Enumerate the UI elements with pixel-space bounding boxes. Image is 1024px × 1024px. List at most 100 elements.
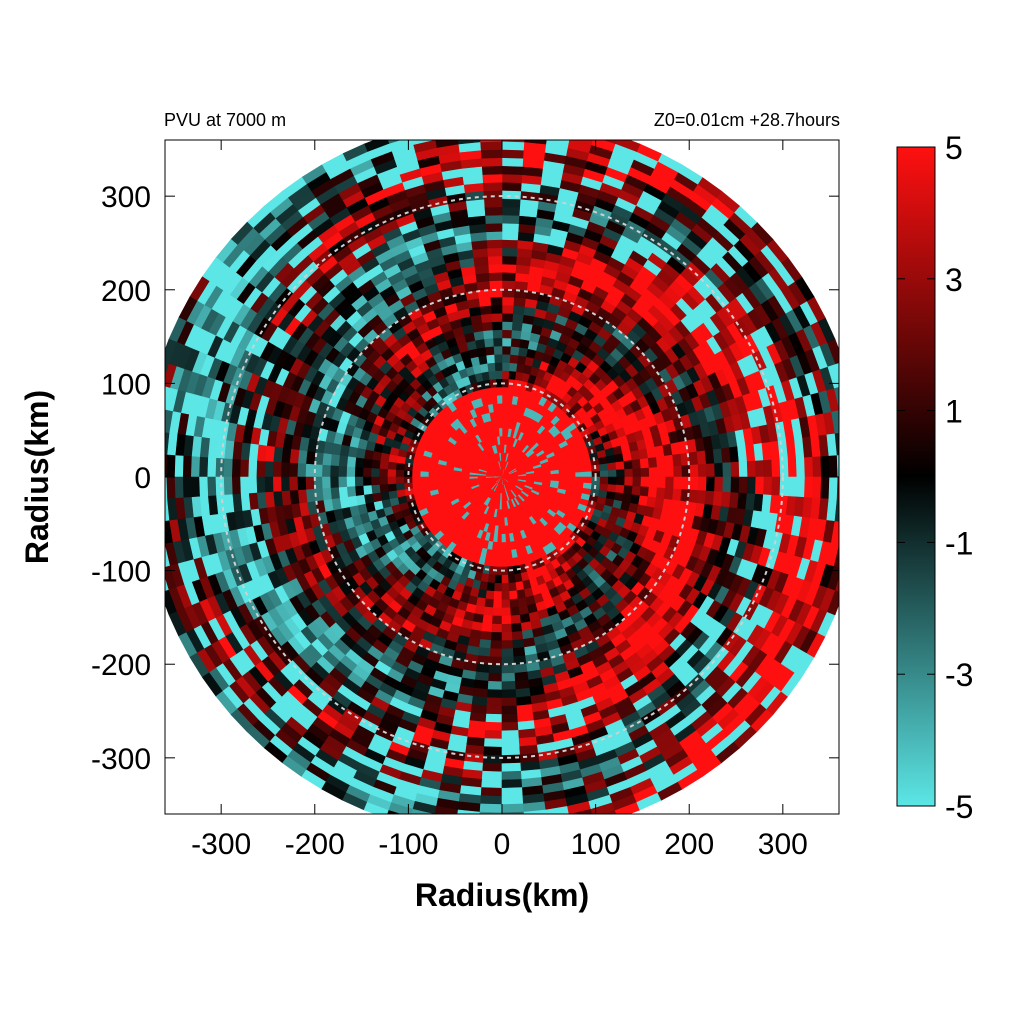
- y-tick-label: 0: [134, 462, 151, 495]
- heatmap-cell: [502, 125, 525, 134]
- heatmap-cell: [486, 705, 503, 715]
- heatmap-cell: [482, 762, 503, 773]
- heatmap-cell: [795, 456, 806, 478]
- heatmap-cell: [512, 639, 525, 649]
- heatmap-cell: [501, 648, 515, 658]
- heatmap-cell: [487, 689, 503, 699]
- heatmap-cell: [486, 697, 503, 707]
- heatmap-cell: [305, 463, 315, 478]
- heatmap-cell: [697, 463, 708, 478]
- heatmap-cell: [480, 787, 503, 797]
- heatmap-cell: [484, 214, 503, 224]
- heatmap-cell: [501, 746, 521, 756]
- heatmap-cell: [648, 476, 658, 488]
- heatmap-cell: [395, 469, 405, 478]
- heatmap-cell: [511, 321, 523, 332]
- heatmap-cells: [142, 117, 855, 836]
- heatmap-cell: [272, 461, 282, 478]
- heatmap-cell: [321, 476, 331, 490]
- heatmap-cell: [820, 455, 830, 478]
- heatmap-cell: [481, 165, 503, 175]
- heatmap-cell: [655, 486, 666, 499]
- heatmap-cell: [523, 140, 547, 145]
- heatmap-cell: [231, 476, 241, 496]
- heatmap-cell: [738, 460, 749, 478]
- x-tick-label: -300: [191, 828, 251, 861]
- heatmap-cell: [386, 476, 397, 485]
- heatmap-cell: [231, 458, 241, 478]
- heatmap-cell: [508, 370, 517, 380]
- heatmap-cell: [480, 795, 503, 805]
- heatmap-cell: [482, 614, 494, 625]
- heatmap-cell: [150, 477, 159, 500]
- heatmap-cell: [346, 486, 357, 498]
- heatmap-cell: [511, 622, 523, 633]
- heatmap-cell: [834, 432, 839, 456]
- heatmap-cell: [411, 476, 421, 484]
- heatmap-cell: [501, 329, 512, 339]
- heatmap-cell: [513, 663, 529, 674]
- heatmap-cell: [839, 408, 851, 432]
- heatmap-cell: [501, 623, 513, 633]
- heatmap-cell: [182, 455, 192, 478]
- heatmap-cell: [514, 671, 530, 682]
- heatmap-cell: [501, 779, 523, 789]
- heatmap-cell: [145, 523, 157, 547]
- heatmap-cell: [771, 476, 781, 496]
- heatmap-cell: [501, 345, 511, 355]
- heatmap-cell: [479, 305, 492, 315]
- heatmap-cell: [812, 455, 822, 478]
- heatmap-cell: [479, 811, 503, 814]
- heatmap-cell: [165, 432, 170, 456]
- heatmap-cell: [746, 460, 757, 478]
- heatmap-cell: [223, 476, 233, 496]
- heatmap-cell: [457, 809, 481, 814]
- heatmap-cell: [542, 476, 552, 481]
- heatmap-cell: [722, 461, 732, 478]
- heatmap-cell: [495, 386, 503, 396]
- heatmap-cell: [616, 476, 626, 486]
- heatmap-cell: [370, 484, 381, 495]
- heatmap-cell: [501, 419, 507, 429]
- heatmap-cell: [614, 491, 625, 502]
- heatmap-cell: [501, 411, 507, 421]
- heatmap-cell: [510, 329, 522, 340]
- heatmap-cell: [483, 198, 503, 208]
- heatmap-cell: [501, 599, 511, 609]
- heatmap-cell: [512, 305, 525, 315]
- x-tick-label: 300: [758, 828, 808, 861]
- heatmap-cell: [182, 476, 192, 499]
- heatmap-cell: [411, 464, 422, 472]
- title-right: Z0=0.01cm +28.7hours: [654, 110, 840, 130]
- heatmap-cell: [511, 630, 524, 641]
- heatmap-cell: [455, 826, 479, 836]
- heatmap-cell: [321, 487, 332, 501]
- heatmap-cell: [480, 630, 493, 641]
- heatmap-cell: [512, 647, 526, 658]
- heatmap-cell: [493, 599, 503, 609]
- heatmap-cell: [501, 198, 521, 208]
- heatmap-cell: [510, 337, 521, 348]
- heatmap-cell: [370, 476, 380, 486]
- heatmap-cell: [842, 546, 855, 571]
- heatmap-cell: [502, 117, 526, 126]
- x-axis-title: Radius(km): [415, 877, 589, 913]
- heatmap-cell: [512, 296, 526, 307]
- heatmap-cell: [525, 117, 549, 127]
- heatmap-cell: [142, 500, 152, 524]
- heatmap-cell: [483, 337, 494, 348]
- heatmap-cell: [338, 455, 349, 468]
- heatmap-cell: [478, 117, 502, 126]
- heatmap-cell: [478, 296, 492, 307]
- heatmap-cell: [647, 456, 658, 468]
- heatmap-cell: [489, 296, 503, 306]
- x-tick-label: 100: [571, 828, 621, 861]
- heatmap-cell: [509, 354, 519, 364]
- heatmap-cell: [206, 457, 217, 478]
- heatmap-cell: [305, 476, 315, 491]
- heatmap-cell: [329, 465, 339, 478]
- heatmap-cell: [639, 457, 650, 469]
- heatmap-cell: [615, 460, 625, 470]
- heatmap-cell: [379, 452, 390, 463]
- heatmap-cell: [665, 476, 675, 489]
